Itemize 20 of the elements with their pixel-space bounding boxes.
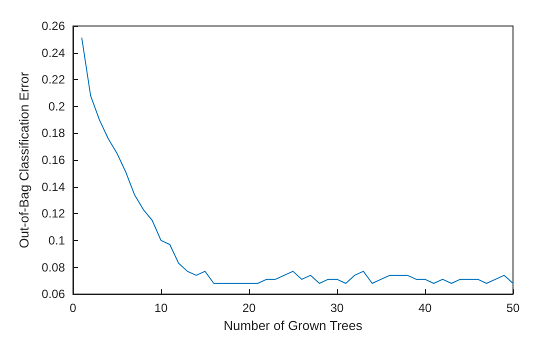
y-tick-label: 0.12: [42, 206, 66, 221]
y-tick-label: 0.06: [42, 287, 66, 302]
x-tick-label: 30: [330, 301, 344, 316]
y-tick-label: 0.22: [42, 72, 66, 87]
y-tick-label: 0.2: [48, 99, 66, 114]
y-axis-title: Out-of-Bag Classification Error: [16, 71, 32, 248]
x-tick-label: 40: [418, 301, 432, 316]
y-tick-label: 0.24: [42, 46, 66, 60]
x-tick-label: 10: [154, 301, 168, 316]
line-series: [81, 38, 514, 284]
x-tick-label: 0: [70, 301, 77, 316]
x-tick-label: 20: [242, 301, 256, 316]
x-tick-label: 50: [506, 301, 520, 316]
y-tick-label: 0.26: [42, 19, 66, 33]
y-tick-label: 0.18: [42, 126, 66, 140]
y-tick-label: 0.16: [42, 153, 66, 168]
y-tick-label: 0.08: [42, 260, 66, 274]
x-axis-title: Number of Grown Trees: [224, 318, 363, 333]
y-tick-label: 0.14: [42, 180, 66, 194]
y-tick-label: 0.1: [48, 233, 66, 248]
